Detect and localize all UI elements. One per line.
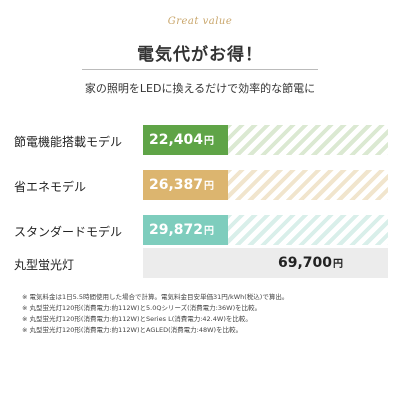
bar: [143, 215, 228, 245]
footnotes: ※ 電気料金は1日5.5時間使用した場合で計算。電気料金目安単価31円/kWh(…: [22, 292, 392, 336]
bar-category-label: 丸型蛍光灯: [14, 258, 75, 272]
bar-category-label: 省エネモデル: [14, 180, 87, 194]
page-title: 電気代がお得！: [137, 45, 263, 65]
bar-category-label: 節電機能搭載モデル: [14, 135, 123, 149]
bar-value-label: 26,387円: [149, 177, 215, 193]
bar: [143, 125, 228, 155]
bar-value-label: 29,872円: [149, 222, 215, 238]
footnote: ※ 丸型蛍光灯120形(消費電力:約112W)とSeries L(消費電力:42…: [22, 315, 252, 323]
footnote: ※ 丸型蛍光灯120形(消費電力:約112W)と5.0Qシリーズ(消費電力:36…: [22, 304, 262, 312]
bar-category-label: スタンダードモデル: [14, 225, 123, 239]
tagline: Great value: [167, 16, 233, 27]
bar: [143, 170, 228, 200]
title-divider: [82, 69, 318, 70]
bar-value-label: 69,700円: [278, 255, 344, 271]
footnote: ※ 電気料金は1日5.5時間使用した場合で計算。電気料金目安単価31円/kWh(…: [22, 293, 289, 301]
footnote: ※ 丸型蛍光灯120形(消費電力:約112W)とAGLED(消費電力:48W)を…: [22, 326, 243, 334]
bar-value-label: 22,404円: [149, 132, 215, 148]
bar-track: [143, 248, 388, 278]
subtitle: 家の照明をLEDに換えるだけで効率的な節電に: [84, 82, 316, 95]
